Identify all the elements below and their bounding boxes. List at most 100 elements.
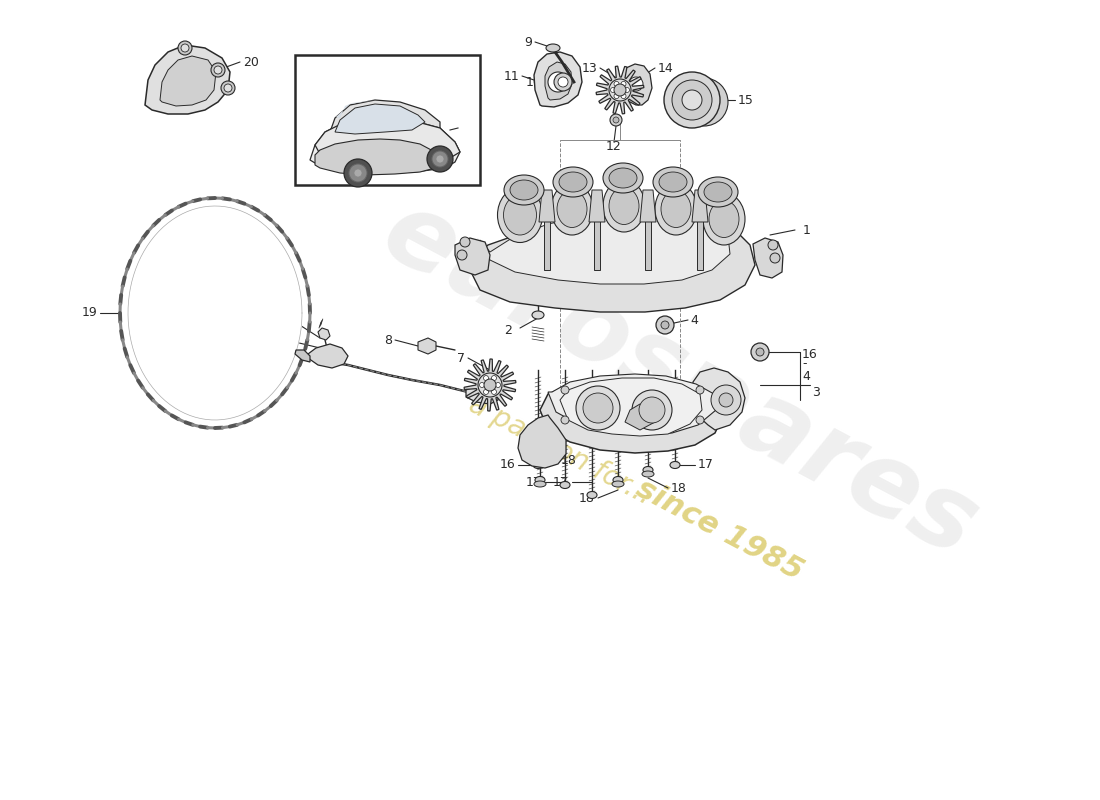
Ellipse shape [534,481,546,487]
Circle shape [719,393,733,407]
Polygon shape [697,220,703,270]
Ellipse shape [546,44,560,52]
Ellipse shape [613,477,623,483]
Circle shape [492,390,496,394]
Ellipse shape [609,187,639,225]
Text: 18: 18 [579,491,595,505]
Text: 20: 20 [243,55,258,69]
Circle shape [711,385,741,415]
Text: 2: 2 [504,323,512,337]
Text: 10: 10 [526,75,542,89]
Circle shape [614,94,619,98]
Polygon shape [594,220,600,270]
Text: 18: 18 [561,454,576,466]
Circle shape [344,159,372,187]
Ellipse shape [504,195,537,235]
Ellipse shape [654,183,697,235]
Circle shape [610,87,616,93]
Polygon shape [540,380,722,453]
Polygon shape [330,100,440,132]
Circle shape [621,82,626,86]
Text: 18: 18 [671,482,686,494]
Circle shape [696,416,704,424]
Text: 7: 7 [456,351,465,365]
Circle shape [492,375,496,381]
Polygon shape [621,64,652,105]
Text: 4: 4 [802,370,810,382]
Polygon shape [145,45,230,114]
Circle shape [480,382,484,387]
Circle shape [756,348,764,356]
Circle shape [632,390,672,430]
Polygon shape [518,415,567,468]
Ellipse shape [704,182,732,202]
Text: 19: 19 [81,306,97,319]
Polygon shape [692,190,708,222]
Text: 9: 9 [524,35,532,49]
Polygon shape [308,344,348,368]
Polygon shape [315,118,460,165]
Bar [295,55,480,185]
Circle shape [621,94,626,98]
Ellipse shape [609,168,637,188]
Polygon shape [596,66,644,114]
Text: 17: 17 [553,475,569,489]
Polygon shape [310,118,460,174]
Circle shape [696,386,704,394]
Polygon shape [318,328,330,340]
Ellipse shape [510,180,538,200]
Circle shape [625,87,629,93]
Ellipse shape [698,177,738,207]
Text: -: - [802,358,806,370]
Circle shape [629,77,644,91]
Polygon shape [625,404,654,430]
Text: 11: 11 [504,70,519,82]
Polygon shape [588,190,605,222]
Polygon shape [160,56,216,106]
Ellipse shape [557,190,587,227]
Polygon shape [455,238,490,275]
Circle shape [354,169,362,177]
Ellipse shape [603,180,645,232]
Ellipse shape [653,167,693,197]
Circle shape [484,375,488,381]
Ellipse shape [559,172,587,192]
Circle shape [609,79,631,101]
Ellipse shape [551,183,593,235]
Polygon shape [466,386,498,404]
Circle shape [751,343,769,361]
Circle shape [178,41,192,55]
Polygon shape [315,139,440,175]
Ellipse shape [497,187,542,242]
Text: 15: 15 [738,94,754,106]
Text: 13: 13 [581,62,597,74]
Circle shape [583,393,613,423]
Ellipse shape [710,201,739,238]
Text: a passion for...: a passion for... [464,390,657,510]
Text: 12: 12 [606,139,621,153]
Circle shape [484,379,496,391]
Polygon shape [548,374,716,435]
Circle shape [182,44,189,52]
Ellipse shape [661,190,691,227]
Polygon shape [544,62,572,100]
Circle shape [613,117,619,123]
Polygon shape [336,104,425,134]
Circle shape [610,114,621,126]
Circle shape [561,416,569,424]
Polygon shape [480,214,730,284]
Text: eurospares: eurospares [365,181,994,579]
Circle shape [682,90,702,110]
Ellipse shape [703,193,745,245]
Circle shape [561,386,569,394]
Text: 16: 16 [802,349,817,362]
Circle shape [214,66,222,74]
Ellipse shape [670,462,680,469]
Circle shape [427,146,453,172]
Polygon shape [128,206,303,420]
Text: 1: 1 [803,223,811,237]
Circle shape [576,386,620,430]
Text: since 1985: since 1985 [631,474,808,586]
Circle shape [770,253,780,263]
Circle shape [614,82,619,86]
